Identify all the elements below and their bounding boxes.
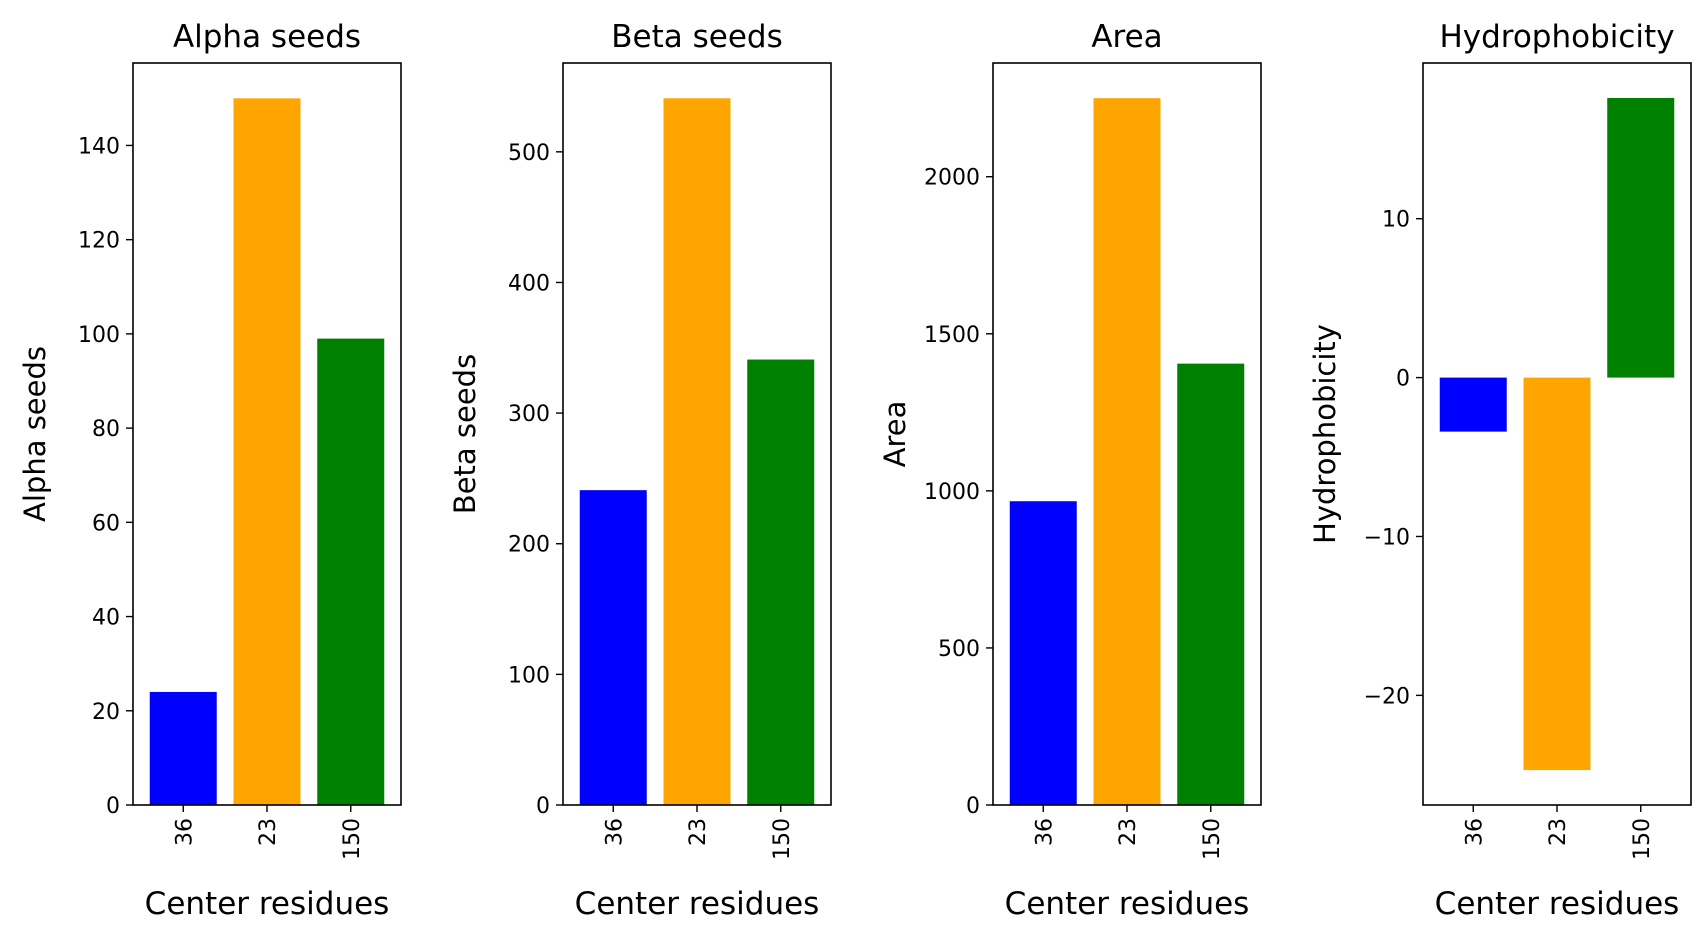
bar-150	[1177, 363, 1245, 805]
x-axis-label: Center residues	[1435, 886, 1680, 922]
bar-150	[317, 338, 385, 805]
bar-23	[663, 98, 731, 806]
y-tick-label: 1000	[924, 480, 980, 505]
x-tick-label: 36	[1462, 818, 1487, 846]
x-tick-label: 150	[1200, 818, 1225, 860]
y-axis-label: Beta seeds	[448, 354, 482, 514]
y-axis-label: Alpha seeds	[18, 346, 52, 522]
x-tick-label: 150	[770, 818, 795, 860]
bar-36	[1009, 501, 1077, 805]
y-tick-label: 100	[78, 323, 120, 348]
y-tick-label: 60	[92, 511, 120, 536]
bar-36	[149, 691, 217, 805]
y-tick-label: 500	[938, 637, 980, 662]
y-tick-label: 0	[536, 794, 550, 819]
y-tick-label: 80	[92, 417, 120, 442]
y-tick-label: 2000	[924, 166, 980, 191]
y-tick-label: 300	[508, 402, 550, 427]
bar-23	[1523, 377, 1591, 771]
y-tick-label: 0	[966, 794, 980, 819]
y-tick-label: −20	[1364, 684, 1410, 709]
x-tick-label: 150	[1630, 818, 1655, 860]
chart-title: Alpha seeds	[173, 19, 361, 55]
y-axis-label: Hydrophobicity	[1308, 324, 1342, 544]
x-tick-label: 36	[1032, 818, 1057, 846]
bar-36	[1439, 377, 1507, 432]
y-tick-label: 500	[508, 141, 550, 166]
chart-panel-1: 0 20 40 60 80 100 120 140 36 23 150 Alpha seeds Cent…	[18, 19, 402, 922]
x-tick-label: 36	[602, 818, 627, 846]
x-axis-label: Center residues	[1005, 886, 1250, 922]
x-tick-label: 23	[1116, 818, 1141, 846]
chart-title: Beta seeds	[611, 19, 782, 55]
x-tick-label: 23	[686, 818, 711, 846]
x-tick-label: 150	[340, 818, 365, 860]
bar-23	[233, 98, 301, 806]
x-tick-label: 36	[172, 818, 197, 846]
x-axis-label: Center residues	[145, 886, 390, 922]
bar-150	[747, 359, 815, 805]
x-tick-label: 23	[1546, 818, 1571, 846]
y-axis-label: Area	[878, 401, 912, 468]
y-tick-label: 0	[106, 794, 120, 819]
chart-title: Hydrophobicity	[1439, 19, 1674, 55]
y-tick-label: 40	[92, 606, 120, 631]
y-tick-label: 120	[78, 229, 120, 254]
x-tick-label: 23	[256, 818, 281, 846]
chart-panel-4: −20 −10 0 10 36 23 150 Hydrophobicity Center res…	[1308, 19, 1692, 922]
chart-panel-2: 0 100 200 300 400 500 36 23 150 Beta seeds Center …	[448, 19, 832, 922]
chart-panel-3: 0 500 1000 1500 2000 36 23 150 Area Center residu…	[878, 19, 1262, 922]
y-tick-label: 0	[1396, 367, 1410, 392]
bar-36	[579, 490, 647, 805]
chart-title: Area	[1091, 19, 1162, 55]
y-tick-label: 200	[508, 533, 550, 558]
y-tick-label: 10	[1382, 208, 1410, 233]
y-tick-label: 140	[78, 134, 120, 159]
bar-23	[1093, 98, 1161, 806]
y-tick-label: 400	[508, 271, 550, 296]
y-tick-label: 100	[508, 663, 550, 688]
y-tick-label: −10	[1364, 525, 1410, 550]
bar-150	[1607, 97, 1675, 378]
y-tick-label: 1500	[924, 323, 980, 348]
x-axis-label: Center residues	[575, 886, 820, 922]
y-tick-label: 20	[92, 700, 120, 725]
